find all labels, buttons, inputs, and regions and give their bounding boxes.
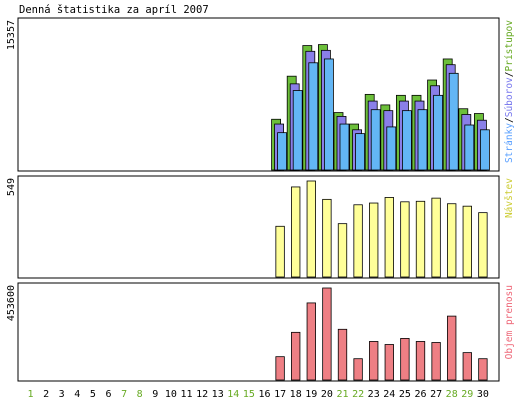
day-label-12: 12	[196, 389, 208, 400]
bar-bytes-day-29	[462, 352, 472, 381]
bar-hits-stránky-day-17	[277, 132, 288, 171]
panel-bytes-side-legend: Objem prenosu	[504, 285, 515, 359]
panel-visits: 549 Návštev	[6, 175, 515, 279]
bar-bytes-day-26	[415, 341, 426, 381]
legend-part: Prístupov	[504, 20, 515, 72]
bar-bytes-day-24	[384, 344, 394, 381]
day-label-20: 20	[321, 389, 333, 400]
bar-hits-stránky-day-22	[355, 133, 366, 171]
bar-visits-day-30	[478, 212, 488, 278]
day-label-19: 19	[305, 389, 317, 400]
day-label-24: 24	[383, 389, 395, 400]
bar-bytes-day-18	[291, 331, 301, 381]
bar-hits-stránky-day-21	[339, 123, 350, 171]
panel-visits-side-legend: Návštev	[504, 178, 515, 218]
panel-bytes: 453600 Objem prenosu	[6, 282, 515, 382]
bar-visits-day-23	[369, 202, 379, 278]
legend-part: Stránky	[504, 123, 515, 163]
day-label-21: 21	[336, 389, 348, 400]
bar-hits-stránky-day-28	[448, 72, 459, 171]
day-label-3: 3	[59, 389, 65, 400]
x-axis-day-labels: 1 2 3 4 5 6 7 8 9 10 11 12 13 14 15 16 17 18 19 20 21 22 23 24 2…	[27, 389, 488, 400]
bar-hits-stránky-day-26	[417, 109, 428, 171]
legend-part: Objem prenosu	[504, 285, 515, 359]
bar-hits-stránky-day-27	[433, 94, 444, 171]
bar-visits-day-29	[462, 205, 472, 278]
day-label-16: 16	[258, 389, 270, 400]
bar-bytes-day-22	[353, 358, 363, 381]
bar-bytes-day-23	[369, 341, 379, 381]
legend-part: /	[504, 117, 515, 123]
day-label-9: 9	[152, 389, 158, 400]
day-label-17: 17	[274, 389, 286, 400]
day-label-27: 27	[430, 389, 442, 400]
bar-bytes-day-21	[337, 328, 348, 381]
bar-hits-stránky-day-25	[401, 110, 412, 171]
bar-bytes-day-20	[322, 287, 332, 381]
day-label-6: 6	[105, 389, 111, 400]
bar-visits-day-19	[306, 180, 316, 278]
day-label-8: 8	[137, 389, 143, 400]
bar-bytes-day-19	[306, 302, 316, 381]
day-label-22: 22	[352, 389, 364, 400]
day-label-10: 10	[165, 389, 177, 400]
day-label-23: 23	[368, 389, 380, 400]
bar-visits-day-21	[337, 223, 348, 278]
panel-bytes-ymax-label: 453600	[6, 285, 17, 321]
bar-visits-day-24	[384, 197, 394, 278]
bar-bytes-day-17	[275, 356, 285, 381]
day-label-30: 30	[477, 389, 489, 400]
bar-bytes-day-25	[400, 338, 410, 381]
day-label-28: 28	[446, 389, 458, 400]
bar-visits-day-26	[415, 200, 426, 278]
bar-hits-stránky-day-30	[479, 129, 490, 171]
day-label-14: 14	[227, 389, 239, 400]
legend-part: Návštev	[504, 178, 515, 218]
bar-visits-day-18	[291, 186, 301, 278]
bar-visits-day-17	[275, 225, 285, 278]
panel-hits-side-legend: Stránky/Súborov/Prístupov	[504, 20, 515, 163]
day-label-15: 15	[243, 389, 255, 400]
day-label-2: 2	[43, 389, 49, 400]
bar-visits-day-20	[322, 198, 332, 278]
bar-visits-day-25	[400, 201, 410, 278]
legend-part: Súborov	[504, 77, 515, 117]
panel-bytes-frame	[17, 282, 500, 382]
bar-hits-stránky-day-29	[464, 124, 475, 171]
panel-hits-ymax-label: 15357	[6, 20, 17, 50]
bar-visits-day-22	[353, 204, 363, 278]
day-label-11: 11	[180, 389, 192, 400]
bar-hits-stránky-day-24	[386, 126, 397, 171]
legend-part: /	[504, 71, 515, 77]
day-label-26: 26	[414, 389, 426, 400]
bar-bytes-day-27	[431, 342, 441, 381]
bar-bytes-day-28	[447, 315, 457, 381]
day-label-5: 5	[90, 389, 96, 400]
bar-visits-day-27	[431, 197, 441, 278]
bar-bytes-day-30	[478, 358, 488, 381]
chart-title: Denná štatistika za apríl 2007	[19, 4, 209, 16]
day-label-29: 29	[461, 389, 473, 400]
day-label-13: 13	[212, 389, 224, 400]
day-label-25: 25	[399, 389, 411, 400]
panel-visits-ymax-label: 549	[6, 178, 17, 196]
day-label-1: 1	[27, 389, 33, 400]
day-label-18: 18	[290, 389, 302, 400]
bar-hits-stránky-day-23	[370, 109, 381, 171]
bar-hits-stránky-day-19	[308, 62, 319, 171]
bar-hits-stránky-day-20	[323, 58, 334, 171]
bar-hits-stránky-day-18	[292, 90, 303, 171]
day-label-7: 7	[121, 389, 127, 400]
panel-visits-frame	[17, 175, 500, 279]
day-label-4: 4	[74, 389, 80, 400]
bar-visits-day-28	[447, 203, 457, 278]
